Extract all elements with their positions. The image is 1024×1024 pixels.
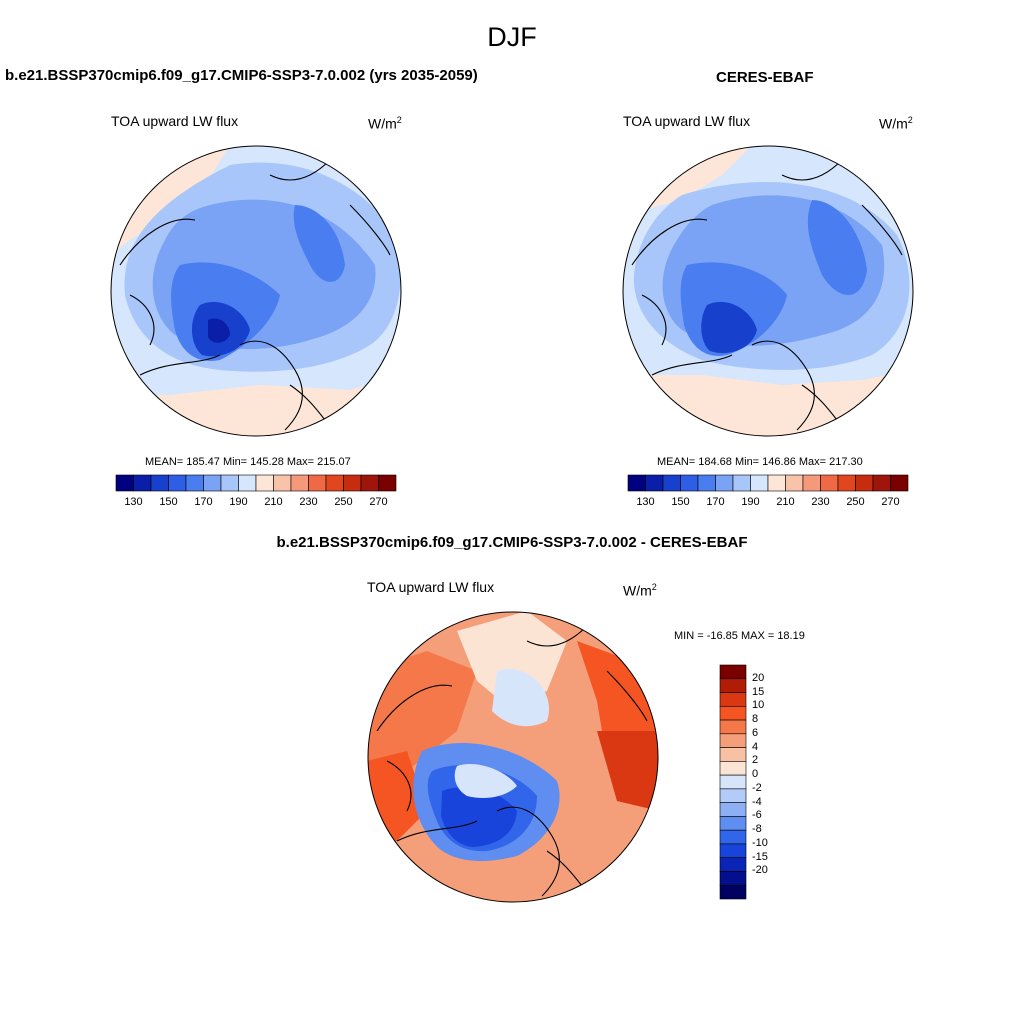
colorbar-tick-label: 210 — [264, 496, 283, 508]
obs-stats: MEAN= 184.68 Min= 146.86 Max= 217.30 — [657, 456, 863, 468]
colorbar-swatch — [133, 474, 152, 492]
colorbar-swatch — [785, 474, 804, 492]
colorbar-tick-label: 150 — [671, 496, 690, 508]
colorbar-tick-label: -15 — [752, 850, 768, 863]
colorbar-tick-label: -10 — [752, 836, 768, 849]
colorbar-swatch — [360, 474, 379, 492]
colorbar-swatch — [185, 474, 204, 492]
colorbar-tick-label: 130 — [636, 496, 655, 508]
colorbar-swatch — [150, 474, 169, 492]
colorbar-tick-label: 190 — [229, 496, 248, 508]
colorbar-tick-label: 15 — [752, 685, 765, 698]
colorbar-tick-label: 250 — [846, 496, 865, 508]
model-panel-title: b.e21.BSSP370cmip6.f09_g17.CMIP6-SSP3-7.… — [5, 67, 478, 84]
colorbar-swatch — [697, 474, 716, 492]
colorbar-tick-label: 130 — [124, 496, 143, 508]
obs-variable-label: TOA upward LW flux — [623, 113, 751, 129]
colorbar-swatch — [645, 474, 664, 492]
obs-panel-title: CERES-EBAF — [716, 69, 814, 86]
obs-colorbar — [627, 474, 909, 492]
colorbar-swatch — [168, 474, 187, 492]
season-title: DJF — [487, 22, 537, 52]
model-colorbar — [115, 474, 397, 492]
colorbar-tick-label: 20 — [752, 671, 765, 684]
colorbar-swatch — [719, 802, 747, 817]
colorbar-swatch — [719, 678, 747, 693]
colorbar-swatch — [220, 474, 239, 492]
colorbar-tick-label: 2 — [752, 754, 759, 767]
colorbar-swatch — [719, 843, 747, 859]
diff-polar-map — [367, 611, 659, 903]
colorbar-swatch — [719, 829, 747, 845]
colorbar-tick-label: -2 — [752, 781, 762, 794]
obs-units: W/m2 — [879, 115, 913, 132]
colorbar-swatch — [719, 884, 747, 900]
colorbar-swatch — [680, 474, 699, 492]
colorbar-swatch — [715, 474, 734, 492]
diff-colorbar — [719, 664, 747, 900]
colorbar-swatch — [872, 474, 891, 492]
colorbar-swatch — [238, 474, 257, 492]
colorbar-swatch — [750, 474, 769, 492]
diff-panel-title: b.e21.BSSP370cmip6.f09_g17.CMIP6-SSP3-7.… — [276, 534, 748, 551]
colorbar-tick-label: 8 — [752, 713, 759, 726]
diff-variable-label: TOA upward LW flux — [367, 579, 495, 595]
colorbar-swatch — [719, 692, 747, 707]
colorbar-swatch — [719, 719, 747, 735]
colorbar-swatch — [719, 774, 747, 790]
colorbar-swatch — [820, 474, 839, 492]
colorbar-swatch — [662, 474, 681, 492]
model-polar-map — [110, 145, 402, 437]
colorbar-swatch — [627, 474, 646, 492]
colorbar-tick-label: -6 — [752, 809, 762, 822]
colorbar-tick-label: -8 — [752, 823, 762, 836]
colorbar-tick-label: 210 — [776, 496, 795, 508]
colorbar-swatch — [719, 857, 747, 872]
colorbar-swatch — [378, 474, 397, 492]
colorbar-tick-label: 230 — [299, 496, 318, 508]
colorbar-tick-label: 230 — [811, 496, 830, 508]
colorbar-tick-label: 190 — [741, 496, 760, 508]
colorbar-swatch — [837, 474, 856, 492]
colorbar-tick-label: -20 — [752, 864, 768, 877]
colorbar-swatch — [719, 788, 747, 803]
colorbar-swatch — [255, 474, 274, 492]
colorbar-swatch — [719, 705, 747, 721]
model-variable-label: TOA upward LW flux — [111, 113, 239, 129]
model-units: W/m2 — [368, 115, 402, 132]
colorbar-swatch — [325, 474, 344, 492]
colorbar-swatch — [290, 474, 309, 492]
diff-units: W/m2 — [623, 582, 657, 599]
colorbar-swatch — [767, 474, 786, 492]
colorbar-swatch — [719, 761, 747, 776]
colorbar-swatch — [308, 474, 327, 492]
colorbar-swatch — [719, 733, 747, 748]
colorbar-tick-label: 4 — [752, 740, 759, 753]
colorbar-swatch — [890, 474, 909, 492]
colorbar-tick-label: -4 — [752, 795, 762, 808]
colorbar-tick-label: 170 — [194, 496, 213, 508]
colorbar-swatch — [719, 747, 747, 762]
colorbar-tick-label: 270 — [369, 496, 388, 508]
colorbar-tick-label: 10 — [752, 699, 765, 712]
model-stats: MEAN= 185.47 Min= 145.28 Max= 215.07 — [145, 456, 351, 468]
colorbar-tick-label: 150 — [159, 496, 178, 508]
colorbar-tick-label: 0 — [752, 768, 759, 781]
colorbar-swatch — [273, 474, 292, 492]
colorbar-swatch — [115, 474, 134, 492]
colorbar-tick-label: 6 — [752, 726, 759, 739]
colorbar-swatch — [855, 474, 874, 492]
colorbar-swatch — [343, 474, 362, 492]
colorbar-tick-label: 250 — [334, 496, 353, 508]
obs-polar-map — [622, 145, 914, 437]
colorbar-tick-label: 170 — [706, 496, 725, 508]
diff-stats: MIN = -16.85 MAX = 18.19 — [674, 630, 805, 642]
colorbar-swatch — [719, 664, 747, 680]
colorbar-swatch — [732, 474, 751, 492]
colorbar-tick-label: 270 — [881, 496, 900, 508]
colorbar-swatch — [719, 871, 747, 886]
colorbar-swatch — [203, 474, 222, 492]
colorbar-swatch — [802, 474, 821, 492]
colorbar-swatch — [719, 816, 747, 831]
